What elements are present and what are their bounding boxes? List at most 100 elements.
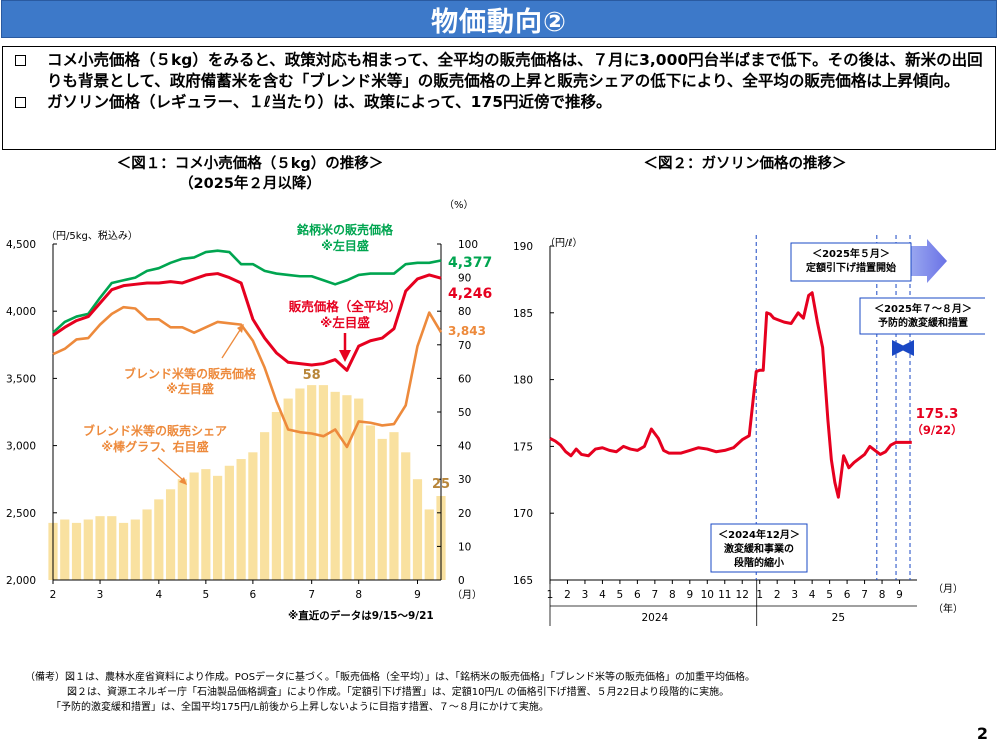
right-tick-label: 30 — [458, 474, 471, 486]
gasoline-end-label: 175.3 — [916, 406, 959, 422]
y-tick-label: 185 — [513, 308, 533, 320]
annotation-text: ＜2025年７～８月＞ — [874, 302, 972, 315]
share-bar — [377, 438, 387, 580]
month-label: 5 — [617, 589, 624, 601]
share-bar — [354, 398, 364, 580]
month-label: 7 — [652, 589, 659, 601]
y-tick-label: 180 — [513, 375, 533, 387]
share-bar — [283, 398, 293, 580]
chart1-title-line2: （2025年２月以降） — [179, 176, 321, 192]
annotation-jul-aug-2025: ＜2025年７～８月＞予防的激変緩和措置 — [859, 297, 985, 356]
blend-series-note: ※左目盛 — [166, 381, 214, 396]
annotation-text: 段階的縮小 — [734, 556, 784, 569]
annotation-box — [790, 242, 912, 282]
note-2: 図２は、資源エネルギー庁「石油製品価格調査」により作成。「定額引下げ措置」は、定… — [67, 687, 730, 698]
notes: （備考）図１は、農林水産省資料により作成。POSデータに基づく。「販売価格（全平… — [25, 670, 755, 715]
blend-rice-line — [52, 305, 443, 449]
annotation-text: 予防的激変緩和措置 — [878, 316, 968, 329]
share-bar — [424, 509, 434, 580]
right-tick-label: 20 — [458, 508, 471, 520]
month-label: 3 — [97, 589, 104, 601]
left-tick-label: 2,500 — [6, 508, 36, 520]
month-label: 2 — [564, 589, 571, 601]
share-series-label: ブレンド米等の販売シェア — [83, 423, 227, 438]
share-bar — [412, 479, 423, 580]
avg-pointer-arrow-icon — [339, 350, 351, 362]
share-bar — [165, 489, 176, 580]
chart1-title: ＜図１：コメ小売価格（５kg）の推移＞ （2025年２月以降） — [80, 154, 420, 194]
month-label: 5 — [203, 589, 210, 601]
share-series-note: ※棒グラフ、右目盛 — [101, 439, 208, 454]
month-label: 4 — [155, 589, 162, 601]
share-bar — [260, 432, 270, 580]
month-label: 12 — [736, 589, 749, 601]
share-bar — [60, 519, 70, 580]
right-tick-label: 60 — [458, 373, 471, 385]
summary-text-gasoline: ガソリン価格（レギュラー、１ℓ当たり）は、政策によって、175円近傍で推移。 — [47, 93, 612, 111]
month-label: 6 — [250, 589, 257, 601]
right-tick-label: 40 — [458, 441, 471, 453]
checkbox-square-icon — [15, 55, 26, 66]
share-bar — [401, 452, 411, 580]
share-bar — [295, 388, 305, 580]
share-bar — [224, 465, 234, 580]
annotation-text: ＜2024年12月＞ — [718, 528, 800, 541]
share-bar — [142, 509, 152, 580]
summary-text-rice: コメ小売価格（５kg）をみると、政策対応も相まって、全平均の販売価格は、７月に3… — [47, 51, 983, 90]
share-bar — [342, 395, 352, 580]
right-tick-label: 100 — [458, 239, 478, 251]
blend-pointer-line — [221, 329, 241, 359]
share-bar — [213, 475, 223, 580]
month-label: 8 — [879, 589, 886, 601]
avg-series-label: 販売価格（全平均） — [289, 299, 402, 314]
rice-price-chart: 4,5004,0003,5003,0002,5002,0001009080706… — [6, 199, 492, 622]
share-bar — [389, 432, 399, 580]
share-bar — [154, 499, 164, 580]
brand-rice-line — [52, 249, 442, 334]
month-label: 11 — [718, 589, 731, 601]
share-peak-label: 58 — [303, 368, 321, 383]
y-tick-label: 175 — [513, 441, 533, 453]
gasoline-price-line — [549, 291, 912, 499]
month-label: 8 — [355, 589, 362, 601]
year-label-25: 25 — [832, 612, 845, 624]
note-1: （備考）図１は、農林水産省資料により作成。POSデータに基づく。「販売価格（全平… — [25, 672, 756, 683]
share-bar — [307, 385, 317, 580]
summary-bullet-rice: コメ小売価格（５kg）をみると、政策対応も相まって、全平均の販売価格は、７月に3… — [13, 50, 987, 92]
right-tick-label: 0 — [458, 575, 465, 587]
avg-series-note: ※左目盛 — [320, 315, 370, 330]
brand-series-note: ※左目盛 — [321, 238, 369, 253]
y-unit-label: （円/ℓ） — [545, 237, 583, 249]
share-bar — [201, 469, 211, 580]
month-label: 10 — [701, 589, 714, 601]
left-tick-label: 4,000 — [6, 306, 36, 318]
avg-end-label: 4,246 — [448, 286, 492, 302]
month-label: 3 — [791, 589, 798, 601]
policy-arrow-icon — [910, 239, 947, 283]
month-label: 9 — [896, 589, 903, 601]
right-tick-label: 50 — [458, 407, 471, 419]
month-label: 1 — [756, 589, 763, 601]
month-label: 4 — [809, 589, 816, 601]
month-label: 9 — [686, 589, 693, 601]
month-label: 6 — [634, 589, 641, 601]
x-unit-label: （月） — [452, 589, 482, 601]
share-bar — [271, 412, 281, 580]
month-label: 3 — [582, 589, 589, 601]
share-pointer-arrow-icon — [179, 477, 187, 485]
chart1-footnote: ※直近のデータは9/15～9/21 — [288, 609, 434, 622]
chart2-title: ＜図２：ガソリン価格の推移＞ — [643, 156, 847, 172]
annotation-may-2025: ＜2025年５月＞定額引下げ措置開始 — [790, 239, 947, 283]
gasoline-end-date: （9/22） — [911, 423, 962, 437]
share-bar — [365, 425, 376, 580]
y-tick-label: 170 — [513, 508, 533, 520]
y-tick-label: 190 — [513, 241, 533, 253]
share-bar — [330, 391, 340, 580]
share-bar — [130, 519, 140, 580]
note-3: 「予防的激変緩和措置」は、全国平均175円/L前後から上昇しないように目指す措置… — [51, 702, 549, 713]
left-unit-label: （円/5kg、税込み） — [46, 229, 138, 242]
month-label: 7 — [861, 589, 868, 601]
share-bar — [118, 522, 129, 580]
